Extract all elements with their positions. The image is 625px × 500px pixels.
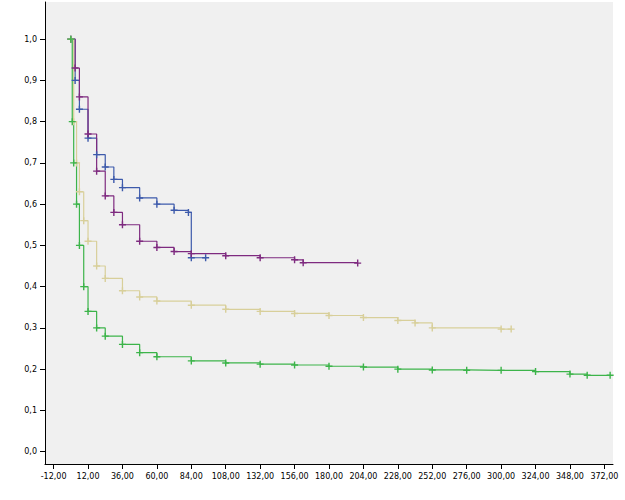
svg-text:324,00: 324,00 bbox=[522, 472, 550, 481]
svg-text:228,00: 228,00 bbox=[384, 472, 412, 481]
svg-text:204,00: 204,00 bbox=[349, 472, 377, 481]
svg-text:132,00: 132,00 bbox=[246, 472, 274, 481]
svg-text:0,7: 0,7 bbox=[24, 158, 37, 167]
svg-text:372,00: 372,00 bbox=[590, 472, 618, 481]
svg-text:0,1: 0,1 bbox=[24, 406, 37, 415]
svg-text:36,00: 36,00 bbox=[111, 472, 134, 481]
svg-text:156,00: 156,00 bbox=[281, 472, 309, 481]
svg-text:12,00: 12,00 bbox=[77, 472, 100, 481]
svg-text:180,00: 180,00 bbox=[315, 472, 343, 481]
svg-text:348,00: 348,00 bbox=[556, 472, 584, 481]
svg-text:0,9: 0,9 bbox=[24, 76, 37, 85]
svg-text:300,00: 300,00 bbox=[487, 472, 515, 481]
svg-text:0,2: 0,2 bbox=[24, 365, 37, 374]
svg-text:0,8: 0,8 bbox=[24, 117, 37, 126]
svg-text:60,00: 60,00 bbox=[145, 472, 168, 481]
svg-text:276,00: 276,00 bbox=[453, 472, 481, 481]
svg-text:0,6: 0,6 bbox=[24, 200, 37, 209]
svg-text:0,5: 0,5 bbox=[24, 241, 37, 250]
svg-text:0,3: 0,3 bbox=[24, 323, 37, 332]
svg-text:0,0: 0,0 bbox=[24, 447, 37, 456]
svg-text:1,0: 1,0 bbox=[24, 35, 37, 44]
svg-text:252,00: 252,00 bbox=[418, 472, 446, 481]
svg-text:-12,00: -12,00 bbox=[41, 472, 67, 481]
svg-text:108,00: 108,00 bbox=[212, 472, 240, 481]
svg-text:0,4: 0,4 bbox=[24, 282, 37, 291]
svg-text:84,00: 84,00 bbox=[180, 472, 203, 481]
